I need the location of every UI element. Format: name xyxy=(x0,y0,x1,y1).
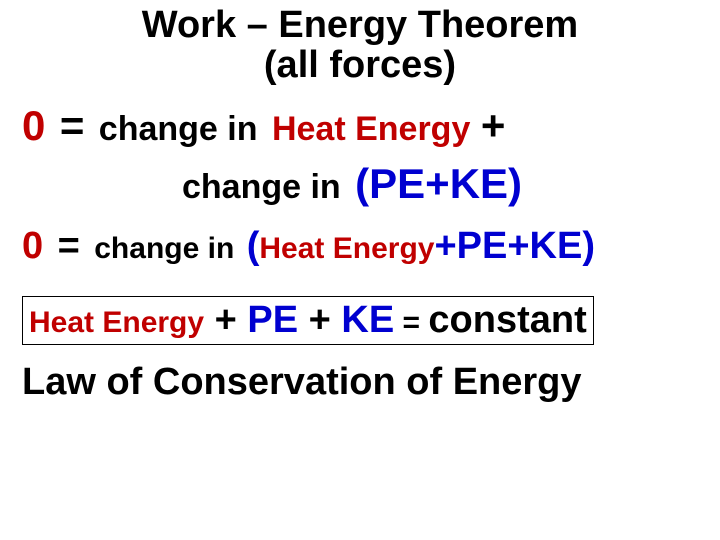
conclusion-line: Law of Conservation of Energy xyxy=(22,361,698,404)
equation-line-1: 0 = change in Heat Energy + xyxy=(22,100,698,153)
equals: = xyxy=(58,225,80,267)
plus: + xyxy=(481,102,506,149)
equation-line-3: 0 = change in (Heat Energy+PE+KE) xyxy=(22,223,698,271)
change-in-text: change in xyxy=(99,110,258,148)
heat-energy-text: Heat Energy xyxy=(272,110,470,148)
slide-title: Work – Energy Theorem (all forces) xyxy=(22,6,698,86)
change-in-text: change in xyxy=(94,232,234,265)
equals: = xyxy=(60,102,85,149)
heat-energy-red: Heat Energy xyxy=(259,232,434,265)
ke-blue: KE xyxy=(341,299,394,341)
pe-blue: PE xyxy=(247,299,298,341)
equation-line-2: change in (PE+KE) xyxy=(182,158,698,211)
plus: + xyxy=(204,299,247,341)
title-line-2: (all forces) xyxy=(22,46,698,86)
plus: + xyxy=(298,299,341,341)
title-line-1: Work – Energy Theorem xyxy=(22,6,698,46)
boxed-equation: Heat Energy + PE + KE = constant xyxy=(22,296,594,345)
peke-blue: (PE+KE) xyxy=(355,160,522,207)
zero-red: 0 xyxy=(22,225,43,267)
heat-energy-red: Heat Energy xyxy=(29,306,204,339)
boxed-equation-wrapper: Heat Energy + PE + KE = constant xyxy=(22,288,698,351)
constant-text: constant xyxy=(428,299,586,341)
zero-red: 0 xyxy=(22,102,45,149)
change-in-text: change in xyxy=(182,168,341,206)
peke-rest-blue: +PE+KE) xyxy=(434,225,595,267)
slide: Work – Energy Theorem (all forces) 0 = c… xyxy=(0,0,720,540)
equals: = xyxy=(394,306,428,339)
lparen-blue: ( xyxy=(247,225,260,267)
